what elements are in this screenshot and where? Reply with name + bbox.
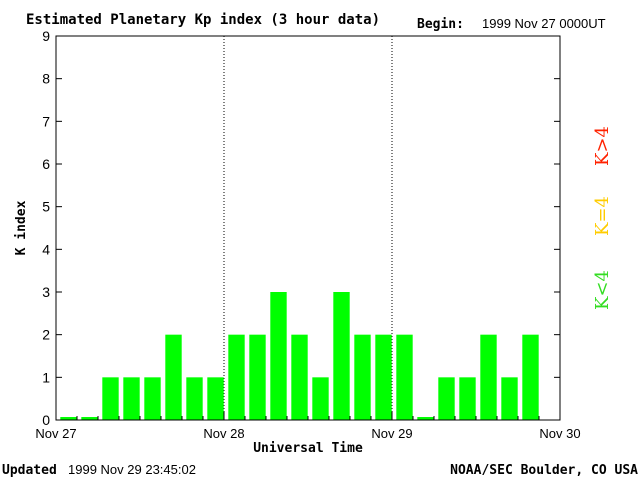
y-tick-label: 4 (42, 241, 50, 257)
kp-bar (102, 377, 119, 420)
kp-bar (228, 334, 245, 420)
legend-entry: K>4 (592, 126, 613, 166)
kp-bar (396, 334, 413, 420)
y-tick-label: 0 (42, 412, 50, 428)
kp-bar (270, 292, 287, 420)
y-tick-label: 1 (42, 369, 50, 385)
kp-bar (354, 334, 371, 420)
kp-bar (375, 334, 392, 420)
kp-bar (186, 377, 203, 420)
kp-bar (312, 377, 329, 420)
kp-bar (123, 377, 140, 420)
begin-value: 1999 Nov 27 0000UT (482, 16, 606, 31)
y-tick-label: 6 (42, 156, 50, 172)
kp-bar (438, 377, 455, 420)
legend: K<4 K=4 K>4 (592, 126, 613, 310)
y-axis-label: K index (14, 200, 29, 255)
begin-label: Begin: (417, 17, 464, 32)
x-tick-label: Nov 27 (35, 426, 76, 441)
y-tick-label: 5 (42, 199, 50, 215)
updated-value: 1999 Nov 29 23:45:02 (68, 462, 196, 477)
x-axis: Nov 27 Nov 28 Nov 29 Nov 30 (35, 412, 581, 441)
chart-title: Estimated Planetary Kp index (3 hour dat… (26, 12, 380, 28)
x-tick-label: Nov 30 (539, 426, 580, 441)
y-tick-label: 7 (42, 113, 50, 129)
kp-bar (144, 377, 161, 420)
kp-bar (333, 292, 350, 420)
x-tick-label: Nov 28 (203, 426, 244, 441)
y-tick-label: 3 (42, 284, 50, 300)
source-credit: NOAA/SEC Boulder, CO USA (450, 463, 638, 478)
kp-bar (417, 417, 434, 420)
x-tick-label: Nov 29 (371, 426, 412, 441)
kp-bar (165, 334, 182, 420)
kp-bar (291, 334, 308, 420)
kp-bar (249, 334, 266, 420)
y-tick-label: 9 (42, 28, 50, 44)
legend-entry: K=4 (592, 196, 613, 236)
y-tick-label: 8 (42, 71, 50, 87)
kp-bar (207, 377, 224, 420)
kp-bar (60, 417, 77, 420)
kp-bar (501, 377, 518, 420)
y-tick-label: 2 (42, 327, 50, 343)
y-axis: 0 1 2 3 4 5 6 7 8 9 (42, 28, 560, 428)
x-axis-label: Universal Time (253, 441, 363, 456)
day-separator-group (223, 36, 393, 420)
legend-entry: K<4 (592, 270, 613, 310)
kp-bar (81, 417, 98, 420)
kp-bar (459, 377, 476, 420)
bar-group (60, 292, 539, 420)
updated-label: Updated (2, 463, 57, 478)
kp-bar (522, 334, 539, 420)
kp-bar (480, 334, 497, 420)
